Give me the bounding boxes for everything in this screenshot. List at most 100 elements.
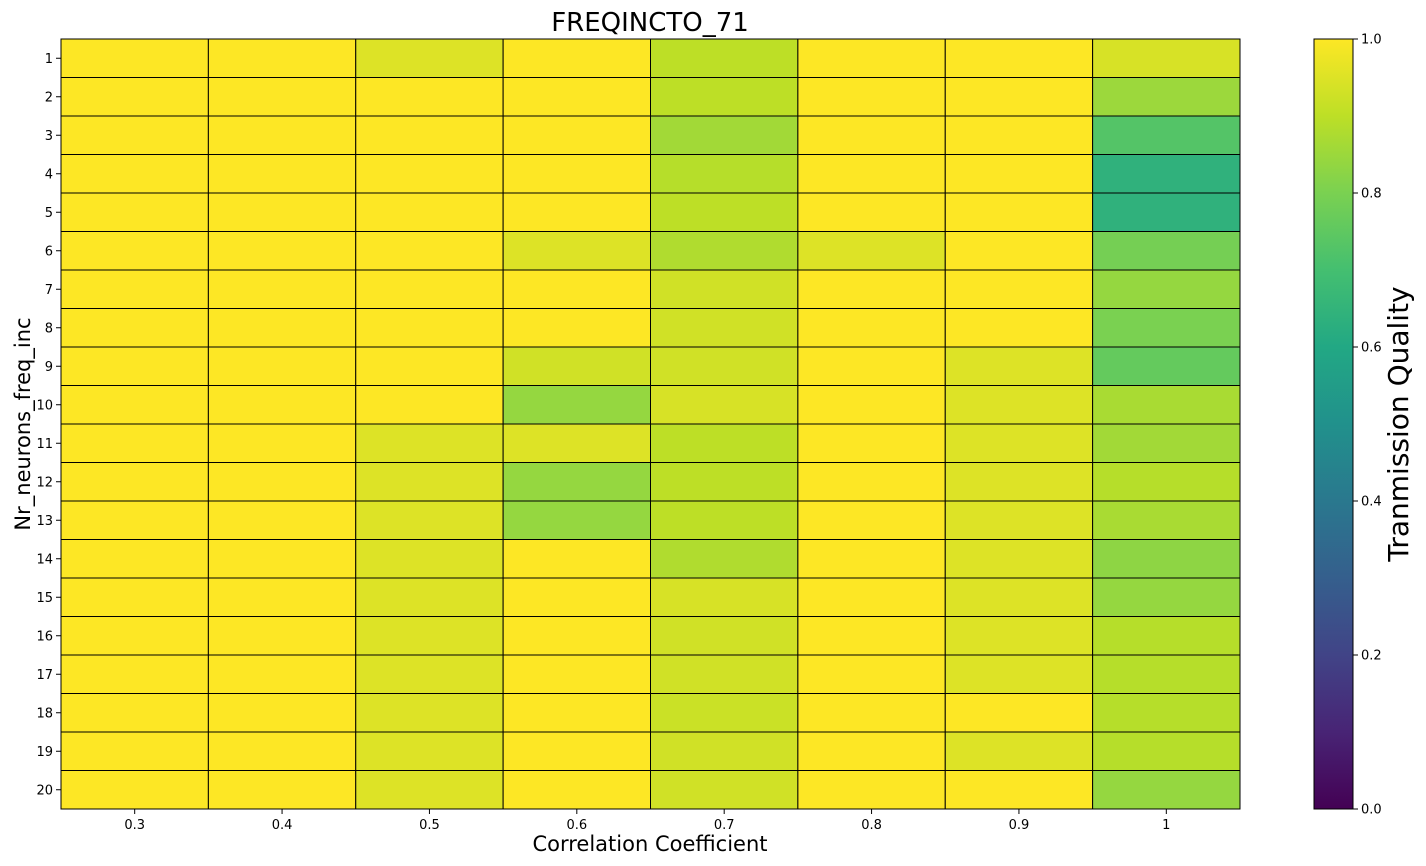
heatmap-cell — [502, 731, 651, 771]
heatmap-cell — [650, 731, 799, 771]
heatmap-cell — [650, 154, 799, 194]
heatmap-cell — [1092, 346, 1241, 386]
y-tick-label: 8 — [45, 321, 53, 336]
heatmap-cell — [355, 115, 504, 155]
heatmap-cell — [502, 693, 651, 733]
heatmap-cell — [944, 577, 1094, 617]
heatmap-cell — [1092, 77, 1241, 117]
heatmap-cell — [355, 500, 504, 540]
heatmap-cell — [650, 539, 799, 579]
heatmap-cell — [502, 154, 651, 194]
heatmap-cell — [207, 731, 357, 771]
heatmap-cell — [797, 192, 946, 232]
heatmap-cell — [1092, 577, 1241, 617]
heatmap-cell — [797, 423, 946, 463]
heatmap-cell — [1092, 616, 1241, 656]
heatmap-cell — [797, 500, 946, 540]
heatmap-cell — [650, 462, 799, 502]
heatmap-cell — [60, 77, 209, 117]
heatmap-cell — [502, 770, 651, 810]
heatmap-cell — [355, 770, 504, 810]
heatmap-cell — [355, 346, 504, 386]
heatmap-cell — [207, 693, 357, 733]
x-tick-label: 0.9 — [1009, 818, 1030, 833]
heatmap-cell — [502, 269, 651, 309]
heatmap-cell — [944, 462, 1094, 502]
colorbar-tick-label: 1.0 — [1361, 33, 1382, 48]
colorbar-ticks: 0.0 0.2 0.4 0.6 0.8 1.0 — [1353, 33, 1382, 818]
y-tick-label: 3 — [45, 129, 53, 144]
y-tick-label: 18 — [36, 706, 53, 721]
heatmap-cell — [1092, 500, 1241, 540]
heatmap-cell — [797, 346, 946, 386]
heatmap-cell — [207, 385, 357, 425]
heatmap-cell — [502, 115, 651, 155]
heatmap-cell — [502, 77, 651, 117]
heatmap-cell — [1092, 308, 1241, 348]
heatmap-cell — [944, 308, 1094, 348]
heatmap-cell — [207, 616, 357, 656]
y-tick-label: 4 — [45, 167, 53, 182]
heatmap-cell — [650, 577, 799, 617]
heatmap-cell — [650, 654, 799, 694]
heatmap-cell — [650, 616, 799, 656]
y-tick-label: 17 — [36, 668, 53, 683]
heatmap-cell — [502, 192, 651, 232]
heatmap-cell — [797, 385, 946, 425]
heatmap-cell — [1092, 269, 1241, 309]
x-axis-ticks: 0.3 0.4 0.5 0.6 0.7 0.8 0.9 1 — [124, 809, 1170, 833]
heatmap-cell — [502, 462, 651, 502]
heatmap-cell — [207, 77, 357, 117]
heatmap-cell — [1092, 693, 1241, 733]
heatmap-cell — [650, 385, 799, 425]
heatmap-cell — [944, 115, 1094, 155]
x-axis-title: Correlation Coefficient — [532, 832, 767, 856]
heatmap-cell — [60, 423, 209, 463]
heatmap-cell — [207, 539, 357, 579]
heatmap-cell — [1092, 770, 1241, 810]
heatmap-cell — [797, 115, 946, 155]
heatmap-cell — [502, 500, 651, 540]
y-axis-title: Nr_neurons_freq_inc — [11, 317, 36, 530]
heatmap-cell — [207, 115, 357, 155]
heatmap-cell — [207, 346, 357, 386]
heatmap-cell — [60, 346, 209, 386]
heatmap-cell — [502, 231, 651, 271]
y-tick-label: 11 — [36, 437, 53, 452]
heatmap-cells — [60, 38, 1241, 810]
heatmap-cell — [944, 77, 1094, 117]
heatmap-cell — [944, 385, 1094, 425]
heatmap-cell — [207, 500, 357, 540]
colorbar-tick-label: 0.2 — [1361, 649, 1382, 664]
heatmap-cell — [1092, 462, 1241, 502]
heatmap-cell — [60, 308, 209, 348]
heatmap-cell — [207, 577, 357, 617]
heatmap-cell — [797, 693, 946, 733]
heatmap-cell — [797, 539, 946, 579]
heatmap-cell — [207, 231, 357, 271]
heatmap-cell — [1092, 231, 1241, 271]
heatmap-cell — [944, 770, 1094, 810]
x-tick-label: 0.8 — [861, 818, 882, 833]
heatmap-cell — [207, 38, 357, 78]
heatmap-cell — [355, 423, 504, 463]
heatmap-cell — [355, 154, 504, 194]
heatmap-cell — [207, 192, 357, 232]
heatmap-cell — [355, 462, 504, 502]
heatmap-cell — [60, 269, 209, 309]
heatmap-cell — [355, 231, 504, 271]
heatmap-cell — [944, 154, 1094, 194]
colorbar-tick-label: 0.8 — [1361, 187, 1382, 202]
heatmap-cell — [60, 731, 209, 771]
colorbar-title: Tranmission Quality — [1382, 286, 1415, 562]
heatmap-cell — [502, 654, 651, 694]
heatmap-cell — [355, 308, 504, 348]
heatmap-cell — [650, 115, 799, 155]
heatmap-cell — [502, 577, 651, 617]
heatmap-cell — [797, 577, 946, 617]
heatmap-cell — [650, 500, 799, 540]
heatmap-cell — [60, 770, 209, 810]
x-tick-label: 0.4 — [272, 818, 293, 833]
heatmap-cell — [1092, 115, 1241, 155]
